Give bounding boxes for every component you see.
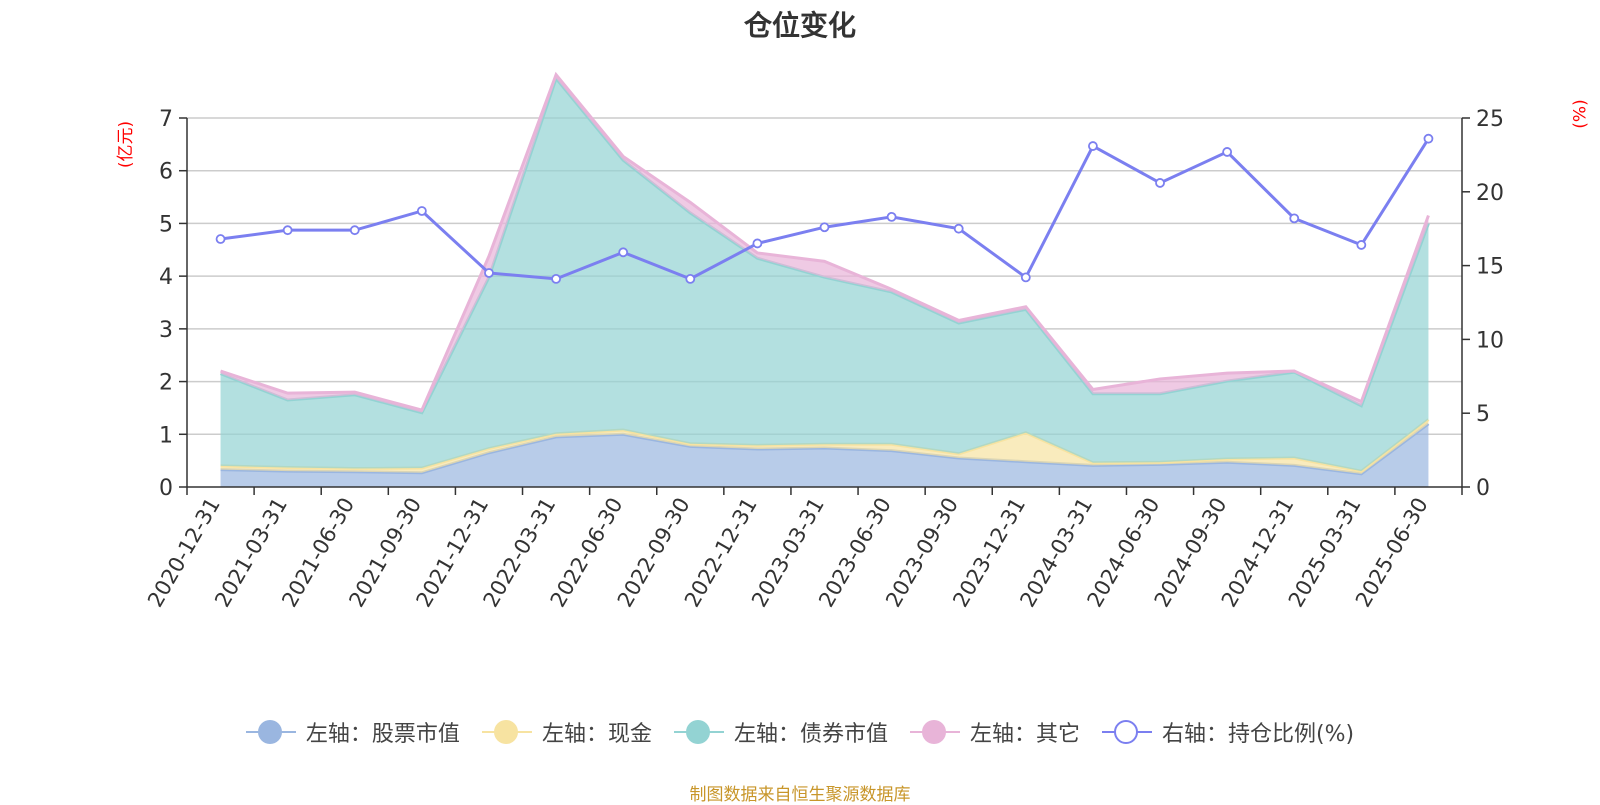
ratio-point — [819, 222, 830, 233]
legend-item[interactable]: 左轴：其它 — [909, 716, 1080, 748]
legend-item[interactable]: 右轴：持仓比例(%) — [1101, 716, 1355, 748]
area-series-2 — [220, 419, 1429, 474]
ratio-point — [618, 247, 629, 258]
ratio-point — [1155, 178, 1165, 188]
ratio-line — [215, 133, 1434, 284]
legend-marker-icon — [245, 720, 296, 744]
right-axis-unit: (%) — [1570, 99, 1591, 129]
right-tick-label: 0 — [1476, 476, 1490, 501]
ratio-point — [752, 238, 763, 249]
legend-marker-icon — [909, 720, 960, 744]
ratio-point — [1423, 133, 1434, 144]
legend-item[interactable]: 左轴：债券市值 — [673, 716, 888, 748]
ratio-point — [685, 273, 696, 284]
left-tick-label: 1 — [159, 423, 173, 448]
ratio-point — [551, 273, 561, 284]
ratio-point — [1222, 147, 1233, 157]
legend-marker-icon — [1101, 720, 1152, 744]
ratio-point — [1289, 213, 1300, 224]
legend-item[interactable]: 左轴：现金 — [481, 716, 652, 748]
source-note: 制图数据来自恒生聚源数据库 — [689, 785, 911, 805]
left-tick-label: 3 — [159, 318, 173, 343]
stacked-areas — [220, 71, 1430, 487]
x-tick-label: 2025-06-30 — [1351, 494, 1433, 612]
chart-title: 仓位变化 — [743, 9, 856, 42]
legend-marker-icon — [481, 720, 532, 744]
left-tick-label: 5 — [159, 212, 173, 237]
ratio-point — [282, 225, 293, 236]
left-tick-label: 7 — [159, 107, 173, 132]
left-tick-label: 0 — [159, 476, 173, 501]
left-tick-label: 4 — [159, 265, 173, 290]
ratio-point — [1356, 240, 1367, 250]
legend-label: 右轴：持仓比例(%) — [1161, 722, 1355, 747]
ratio-line-path — [220, 137, 1430, 281]
right-tick-label: 20 — [1476, 181, 1504, 206]
ratio-point — [215, 234, 226, 244]
left-axis-unit: (亿元) — [116, 120, 137, 169]
legend-marker-icon — [673, 720, 724, 744]
ratio-point — [1088, 141, 1098, 151]
area-series-1 — [220, 423, 1429, 487]
left-tick-label: 6 — [159, 160, 173, 185]
legend-label: 左轴：股票市值 — [305, 722, 460, 747]
ratio-point — [484, 268, 494, 278]
right-tick-label: 15 — [1476, 255, 1504, 280]
ratio-point — [349, 225, 360, 236]
legend-item[interactable]: 左轴：股票市值 — [245, 716, 460, 748]
legend: 左轴：股票市值 左轴：现金 左轴：债券市值 左轴：其它 右轴：持仓比例(%) — [0, 716, 1600, 748]
right-tick-label: 5 — [1476, 402, 1490, 427]
area-edge-series-4 — [220, 71, 1430, 412]
ratio-point — [416, 206, 427, 216]
ratio-point — [1020, 272, 1031, 283]
legend-label: 左轴：其它 — [969, 722, 1080, 747]
ratio-point — [886, 211, 897, 222]
legend-label: 左轴：债券市值 — [733, 722, 888, 747]
area-series-3 — [220, 78, 1429, 472]
legend-label: 左轴：现金 — [541, 722, 652, 747]
left-tick-label: 2 — [159, 371, 173, 396]
right-tick-label: 25 — [1476, 107, 1504, 132]
right-tick-label: 10 — [1476, 328, 1504, 353]
ratio-point — [953, 223, 964, 234]
